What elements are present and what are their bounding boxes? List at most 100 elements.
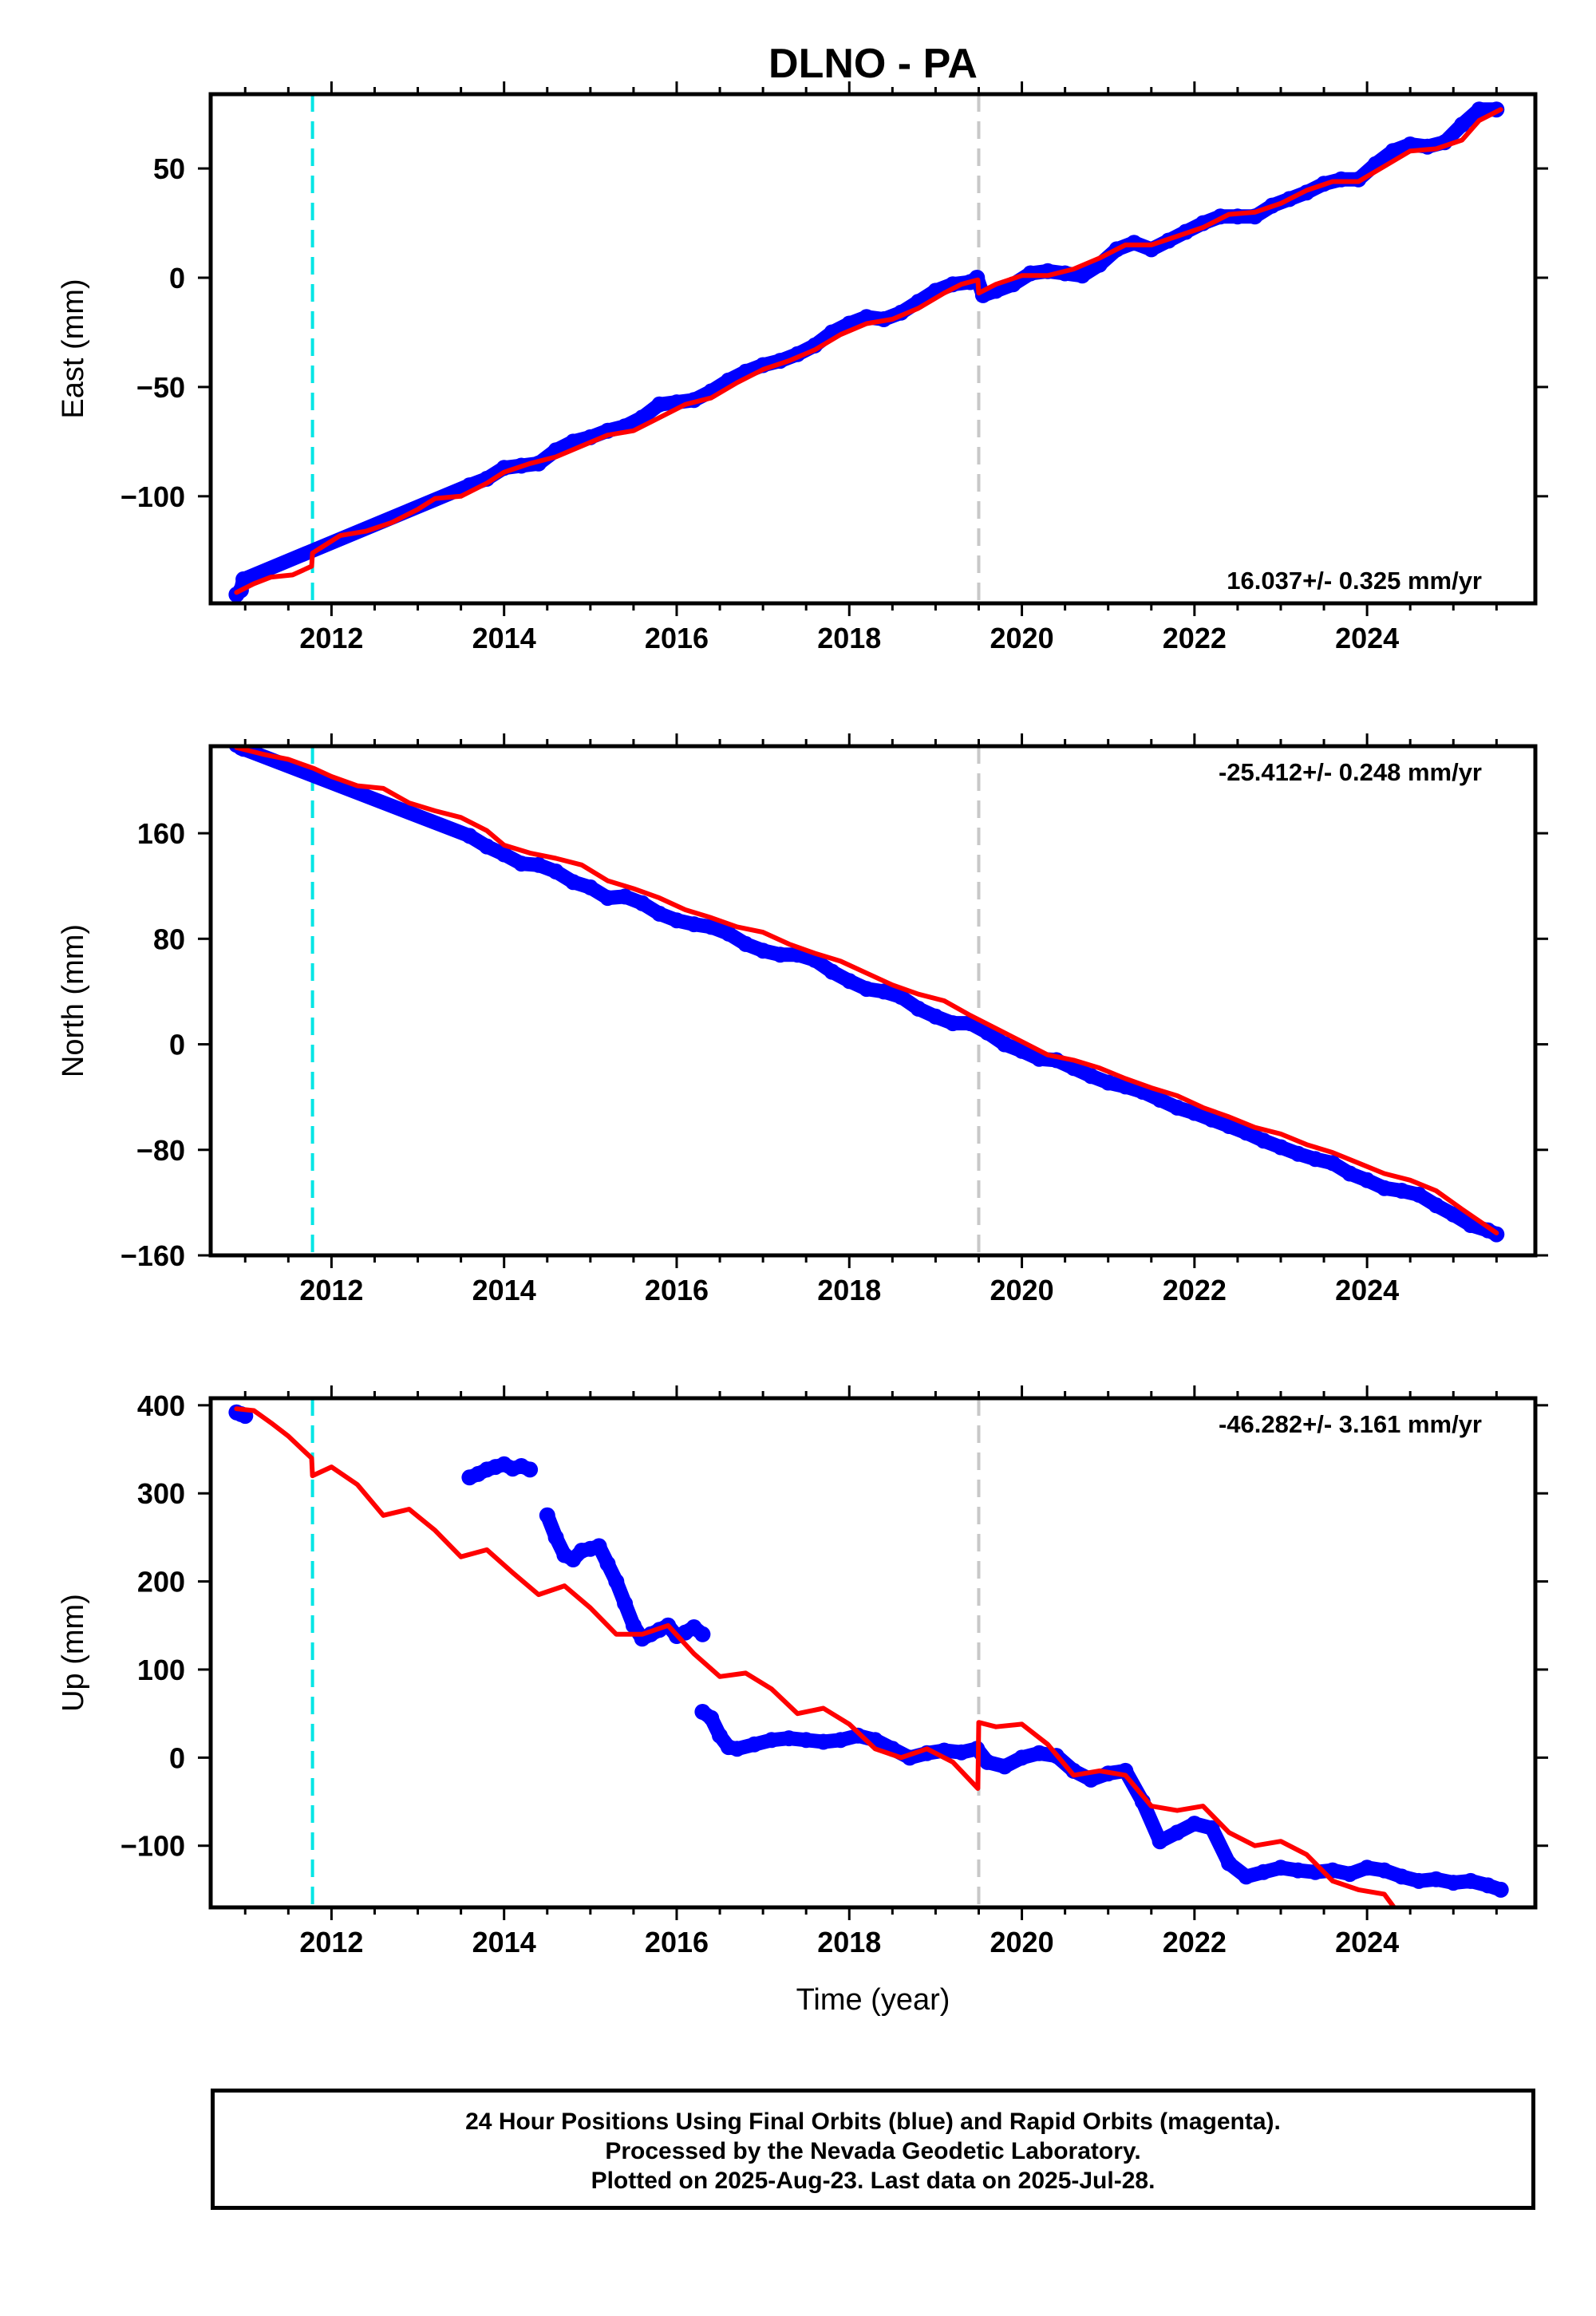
north-data-point — [1273, 1139, 1289, 1156]
up-data-point — [1445, 1875, 1462, 1891]
east-data-point — [1385, 143, 1401, 160]
up-data-point — [608, 1573, 625, 1590]
up-data-point — [798, 1732, 815, 1749]
north-data-point — [513, 856, 530, 872]
north-data-point — [461, 828, 478, 844]
north-data-point — [1238, 1124, 1254, 1141]
up-y-tick-label: 400 — [137, 1389, 185, 1422]
up-data-point — [996, 1758, 1013, 1775]
footer-line-2: Processed by the Nevada Geodetic Laborat… — [605, 2138, 1141, 2164]
up-y-tick-label: 0 — [169, 1741, 185, 1774]
up-velocity-label: -46.282+/- 3.161 mm/yr — [1219, 1410, 1482, 1438]
north-model-fit-line — [234, 746, 1499, 1235]
north-data-point — [565, 874, 582, 891]
up-data-point — [1359, 1860, 1376, 1876]
up-observed-series — [229, 1405, 1508, 1897]
east-y-tick-label: −100 — [120, 480, 185, 513]
east-y-tick-label: −50 — [136, 371, 185, 404]
chart-title: DLNO - PA — [768, 41, 978, 87]
east-observed-series — [229, 102, 1504, 602]
east-velocity-label: 16.037+/- 0.325 mm/yr — [1227, 567, 1482, 595]
up-data-point — [625, 1617, 642, 1634]
north-data-point — [1307, 1151, 1324, 1168]
east-data-point — [235, 571, 252, 587]
north-y-axis-label: North (mm) — [57, 924, 90, 1077]
up-data-point — [780, 1730, 797, 1747]
north-data-point — [547, 864, 564, 879]
up-data-point — [1203, 1820, 1220, 1836]
north-data-point — [1152, 1092, 1168, 1108]
up-data-point — [1492, 1881, 1509, 1898]
north-data-point — [824, 963, 840, 980]
up-data-point — [763, 1732, 780, 1749]
north-data-point — [1445, 1206, 1462, 1223]
north-x-tick-label: 2016 — [645, 1274, 709, 1306]
up-panel: 2012 2014 2016 2018 2020 2022 2024 −100 0 100 200 3… — [57, 1385, 1548, 2017]
north-data-point — [617, 888, 634, 905]
up-x-tick-label: 2016 — [645, 1926, 709, 1958]
north-data-point — [1203, 1111, 1220, 1128]
north-data-point — [996, 1036, 1013, 1053]
up-data-point — [694, 1626, 711, 1642]
up-model-fit-line — [234, 1406, 1397, 1907]
north-data-point — [927, 1008, 944, 1025]
up-data-point — [703, 1709, 720, 1726]
north-data-point — [875, 983, 892, 1000]
north-data-point — [893, 989, 910, 1005]
north-data-point — [1376, 1180, 1393, 1196]
north-data-point — [1065, 1060, 1082, 1077]
up-x-tick-label: 2018 — [817, 1926, 881, 1958]
up-data-point — [1186, 1816, 1203, 1832]
up-data-point — [712, 1727, 728, 1744]
north-data-point — [1411, 1187, 1427, 1203]
up-data-point — [1238, 1868, 1254, 1885]
north-data-point — [945, 1015, 961, 1032]
north-data-point — [496, 846, 512, 863]
east-data-point — [1454, 117, 1471, 133]
north-data-point — [1428, 1197, 1444, 1214]
up-data-point — [1479, 1877, 1496, 1894]
north-data-point — [910, 1000, 926, 1017]
north-data-point — [669, 912, 685, 929]
north-data-point — [1255, 1132, 1272, 1149]
north-data-point — [1100, 1074, 1116, 1091]
up-data-point — [1393, 1868, 1410, 1885]
north-data-point — [1324, 1155, 1341, 1172]
north-data-point — [737, 935, 754, 952]
up-data-point — [1221, 1855, 1238, 1871]
east-y-tick-label: 0 — [169, 262, 185, 294]
up-data-point — [1031, 1745, 1048, 1761]
north-x-tick-label: 2018 — [817, 1274, 881, 1306]
up-data-point — [729, 1741, 745, 1757]
east-data-point — [634, 409, 650, 426]
north-data-point — [685, 916, 702, 933]
up-data-point — [815, 1733, 832, 1750]
north-panel: 2012 2014 2016 2018 2020 2022 2024 −160 −80 0 80 16… — [57, 733, 1548, 1306]
north-data-point — [720, 925, 737, 942]
north-data-point — [479, 838, 496, 855]
east-model-fit-line — [234, 107, 1503, 595]
north-velocity-label: -25.412+/- 0.248 mm/yr — [1219, 758, 1482, 786]
up-data-point — [591, 1538, 607, 1555]
north-observed-series — [229, 746, 1504, 1242]
up-frame — [208, 1396, 1538, 1910]
up-data-point — [1290, 1862, 1306, 1879]
east-y-axis-label: East (mm) — [57, 279, 90, 418]
north-data-point — [1359, 1172, 1376, 1188]
north-y-tick-label: −160 — [120, 1239, 185, 1272]
east-x-tick-label: 2022 — [1163, 622, 1227, 654]
east-data-point — [651, 396, 668, 413]
north-data-point — [1083, 1068, 1100, 1085]
north-data-point — [755, 943, 772, 959]
north-data-point — [599, 890, 616, 907]
x-axis-label: Time (year) — [796, 1983, 950, 2017]
north-data-point — [1462, 1217, 1479, 1233]
up-data-point — [746, 1736, 763, 1753]
east-x-tick-label: 2014 — [472, 622, 536, 654]
up-data-point — [547, 1529, 564, 1546]
up-data-point — [1341, 1866, 1358, 1883]
north-x-tick-label: 2020 — [990, 1274, 1054, 1306]
up-data-point — [1462, 1872, 1479, 1889]
up-y-tick-label: 100 — [137, 1654, 185, 1686]
